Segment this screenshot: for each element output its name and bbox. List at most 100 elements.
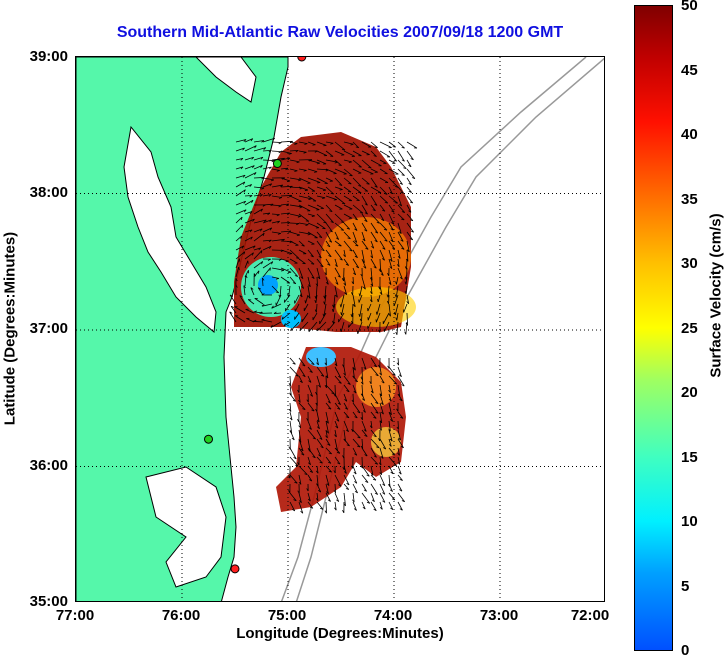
velocity-arrow-head bbox=[362, 506, 366, 510]
velocity-arrow-head bbox=[401, 146, 405, 149]
velocity-arrow bbox=[352, 141, 360, 149]
velocity-arrow-head bbox=[288, 408, 292, 412]
velocity-arrow-head bbox=[306, 399, 309, 403]
velocity-arrow bbox=[244, 199, 254, 206]
velocity-arrow bbox=[298, 438, 304, 452]
velocity-arrow-head bbox=[338, 375, 342, 379]
velocity-arrow-head bbox=[396, 408, 399, 412]
velocity-arrow-head bbox=[298, 179, 302, 182]
velocity-arrow bbox=[332, 303, 336, 312]
velocity-arrow bbox=[316, 213, 327, 224]
velocity-arrow-head bbox=[304, 473, 308, 476]
velocity-arrow bbox=[325, 195, 337, 200]
velocity-arrow bbox=[343, 402, 349, 410]
velocity-arrow-head bbox=[394, 202, 398, 204]
velocity-arrow-head bbox=[335, 237, 339, 240]
velocity-arrow-head bbox=[401, 384, 405, 387]
velocity-arrow bbox=[406, 150, 414, 160]
velocity-arrow-head bbox=[386, 300, 389, 304]
velocity-arrow-head bbox=[290, 327, 292, 332]
velocity-arrow-head bbox=[254, 145, 257, 149]
velocity-arrow bbox=[352, 501, 357, 511]
velocity-arrow bbox=[262, 137, 275, 143]
velocity-arrow bbox=[323, 303, 327, 317]
velocity-arrow bbox=[343, 177, 352, 185]
velocity-arrow bbox=[305, 294, 309, 304]
velocity-arrow bbox=[298, 366, 306, 377]
velocity-arrow bbox=[379, 168, 388, 175]
velocity-arrow bbox=[343, 276, 347, 286]
velocity-arrow bbox=[343, 249, 346, 257]
velocity-arrow bbox=[361, 159, 372, 169]
velocity-arrow-head bbox=[309, 506, 314, 509]
velocity-arrow bbox=[370, 402, 379, 414]
velocity-arrow bbox=[343, 393, 348, 402]
velocity-arrow-head bbox=[393, 159, 397, 162]
velocity-arrow bbox=[307, 204, 320, 211]
velocity-arrow-head bbox=[260, 156, 264, 160]
velocity-arrow-head bbox=[380, 402, 384, 406]
velocity-arrow-head bbox=[252, 245, 256, 249]
velocity-arrow bbox=[361, 474, 369, 483]
velocity-arrow-head bbox=[379, 472, 382, 475]
velocity-arrow-head bbox=[352, 499, 355, 503]
velocity-arrow-head bbox=[346, 444, 350, 447]
velocity-arrow bbox=[307, 213, 315, 217]
velocity-arrow-head bbox=[280, 184, 284, 188]
velocity-arrow bbox=[316, 177, 328, 184]
velocity-arrow-head bbox=[302, 364, 306, 367]
velocity-arrow bbox=[307, 492, 311, 502]
velocity-arrow bbox=[244, 260, 249, 269]
velocity-arrow-head bbox=[341, 221, 345, 224]
velocity-arrow-head bbox=[238, 267, 240, 271]
delaware-bay bbox=[195, 57, 257, 103]
velocity-arrow-head bbox=[374, 231, 378, 234]
velocity-arrow-head bbox=[350, 143, 354, 146]
velocity-arrow-head bbox=[354, 228, 358, 231]
velocity-arrow-head bbox=[318, 236, 323, 239]
velocity-arrow bbox=[379, 195, 389, 204]
velocity-arrow-head bbox=[261, 303, 265, 307]
velocity-arrow-head bbox=[315, 498, 319, 501]
velocity-arrow bbox=[262, 183, 272, 188]
velocity-arrow bbox=[397, 150, 405, 162]
velocity-arrow bbox=[352, 168, 362, 174]
velocity-arrow-head bbox=[398, 437, 401, 441]
velocity-arrow-head bbox=[382, 483, 386, 487]
map-plot-area[interactable] bbox=[75, 56, 605, 602]
velocity-arrow-head bbox=[329, 230, 333, 233]
velocity-arrow bbox=[379, 177, 389, 183]
velocity-arrow-head bbox=[352, 304, 356, 308]
velocity-arrow bbox=[235, 245, 244, 251]
velocity-arrow-head bbox=[378, 438, 381, 442]
velocity-arrow bbox=[367, 312, 372, 321]
velocity-arrow bbox=[307, 366, 313, 373]
velocity-arrow bbox=[289, 267, 299, 277]
velocity-arrow bbox=[379, 483, 386, 495]
velocity-arrow-head bbox=[276, 214, 280, 217]
velocity-arrow bbox=[298, 276, 305, 289]
velocity-patch bbox=[281, 310, 301, 328]
velocity-arrow-head bbox=[292, 399, 296, 402]
velocity-arrow-head bbox=[336, 499, 339, 502]
velocity-arrow bbox=[361, 411, 363, 420]
y-tick-label: 35:00 bbox=[29, 593, 68, 610]
velocity-arrow-head bbox=[326, 483, 330, 486]
velocity-arrow-head bbox=[341, 149, 346, 151]
velocity-arrow-head bbox=[395, 317, 398, 321]
velocity-arrow-head bbox=[261, 293, 265, 296]
velocity-arrow-head bbox=[345, 263, 349, 266]
velocity-arrow bbox=[397, 141, 405, 149]
colorbar-tick: 15 bbox=[681, 449, 698, 466]
velocity-arrow-head bbox=[245, 275, 248, 279]
velocity-arrow-head bbox=[374, 146, 378, 149]
velocity-arrow bbox=[333, 312, 336, 324]
velocity-arrow bbox=[253, 270, 260, 278]
velocity-arrow bbox=[324, 294, 327, 305]
velocity-arrow-head bbox=[360, 465, 363, 469]
velocity-arrow-head bbox=[292, 508, 295, 512]
velocity-arrow-head bbox=[388, 428, 391, 432]
velocity-arrow-head bbox=[338, 381, 342, 384]
velocity-arrow bbox=[325, 168, 337, 174]
velocity-arrow bbox=[343, 375, 351, 385]
